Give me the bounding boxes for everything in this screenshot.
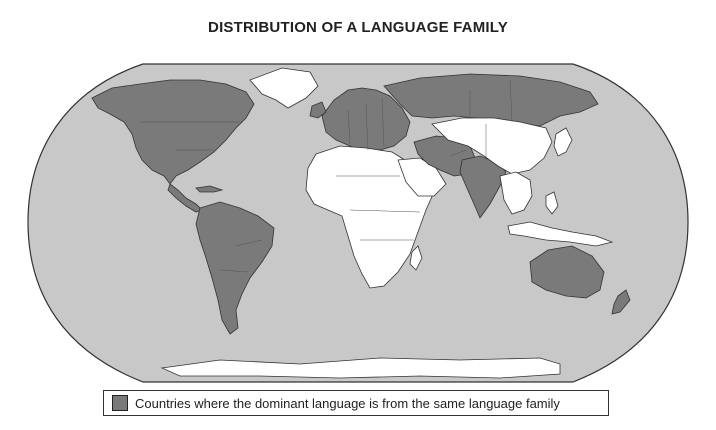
greenland xyxy=(249,67,319,109)
south-america xyxy=(195,201,275,335)
australia xyxy=(529,245,605,299)
north-america xyxy=(91,79,255,185)
british-isles xyxy=(309,101,327,119)
map-title: DISTRIBUTION OF A LANGUAGE FAMILY xyxy=(208,19,508,36)
antarctica xyxy=(160,357,561,379)
country-borders xyxy=(140,79,513,273)
map-legend: Countries where the dominant language is… xyxy=(103,390,609,416)
madagascar xyxy=(409,245,423,271)
new-zealand xyxy=(611,289,631,315)
japan xyxy=(553,127,573,157)
philippines xyxy=(545,191,559,215)
russia xyxy=(383,73,599,127)
arabian-peninsula xyxy=(397,157,447,197)
indonesia xyxy=(507,221,614,247)
china-mongolia xyxy=(431,117,553,175)
africa xyxy=(305,145,435,289)
southeast-asia xyxy=(499,171,533,215)
caribbean xyxy=(195,185,224,193)
europe xyxy=(321,87,411,153)
legend-swatch xyxy=(112,395,128,411)
legend-label: Countries where the dominant language is… xyxy=(135,395,560,411)
